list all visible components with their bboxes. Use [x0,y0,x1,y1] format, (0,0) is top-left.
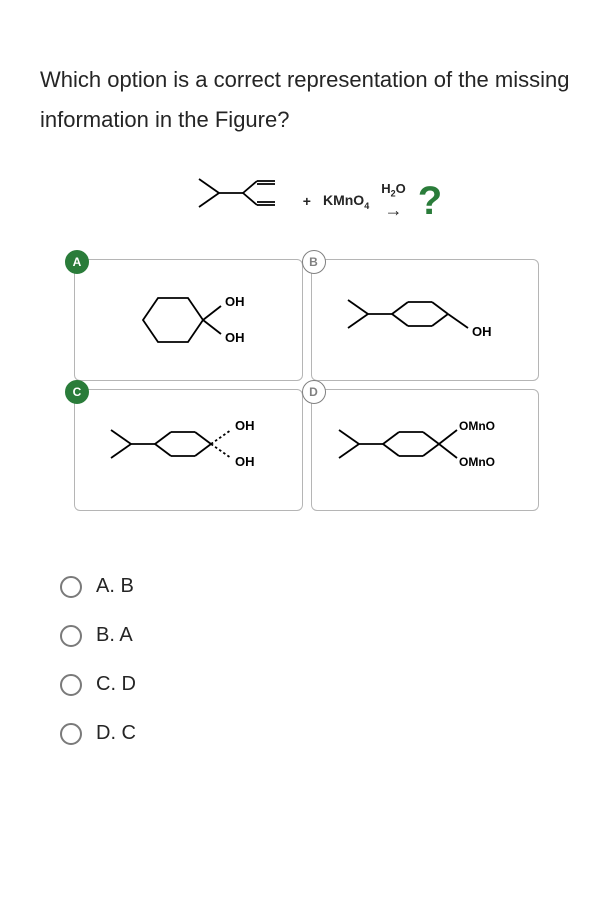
structure-d: OMnO4 OMnO4 [325,400,525,500]
answer-option-a[interactable]: A. B [60,575,573,598]
answer-option-d[interactable]: D. C [60,722,573,745]
radio-icon [60,625,82,647]
reagent-label: KMnO4 [323,192,369,211]
options-grid: A OH OH B [70,255,543,515]
option-box-d: D OMnO4 OMnO4 [311,389,540,511]
svg-text:OH: OH [225,294,245,309]
option-badge-a: A [65,250,89,274]
svg-text:OH: OH [225,330,245,345]
svg-text:OH: OH [235,418,255,433]
svg-text:OH: OH [235,454,255,469]
condition-label: H2O [381,181,406,199]
radio-icon [60,723,82,745]
structure-c: OH OH [93,400,283,500]
reaction-figure: + KMnO4 H2O → ? [40,169,573,233]
svg-text:OMnO4: OMnO4 [459,455,495,469]
option-badge-c: C [65,380,89,404]
structure-a: OH OH [103,270,273,370]
answer-list: A. B B. A C. D D. C [40,575,573,745]
svg-text:OMnO4: OMnO4 [459,419,495,433]
question-mark-icon: ? [418,179,442,224]
answer-label: C. D [96,673,136,696]
option-box-b: B OH [311,259,540,381]
answer-label: A. B [96,575,134,598]
option-badge-d: D [302,380,326,404]
question-text: Which option is a correct representation… [40,60,573,139]
option-box-a: A OH OH [74,259,303,381]
reactant-structure [191,169,291,233]
structure-b: OH [330,270,520,370]
answer-option-c[interactable]: C. D [60,673,573,696]
reaction-arrow: → [384,200,402,221]
option-badge-b: B [302,250,326,274]
answer-label: B. A [96,624,133,647]
option-box-c: C OH OH [74,389,303,511]
radio-icon [60,674,82,696]
svg-text:OH: OH [472,324,492,339]
answer-label: D. C [96,722,136,745]
answer-option-b[interactable]: B. A [60,624,573,647]
radio-icon [60,576,82,598]
plus-sign: + [303,193,311,209]
